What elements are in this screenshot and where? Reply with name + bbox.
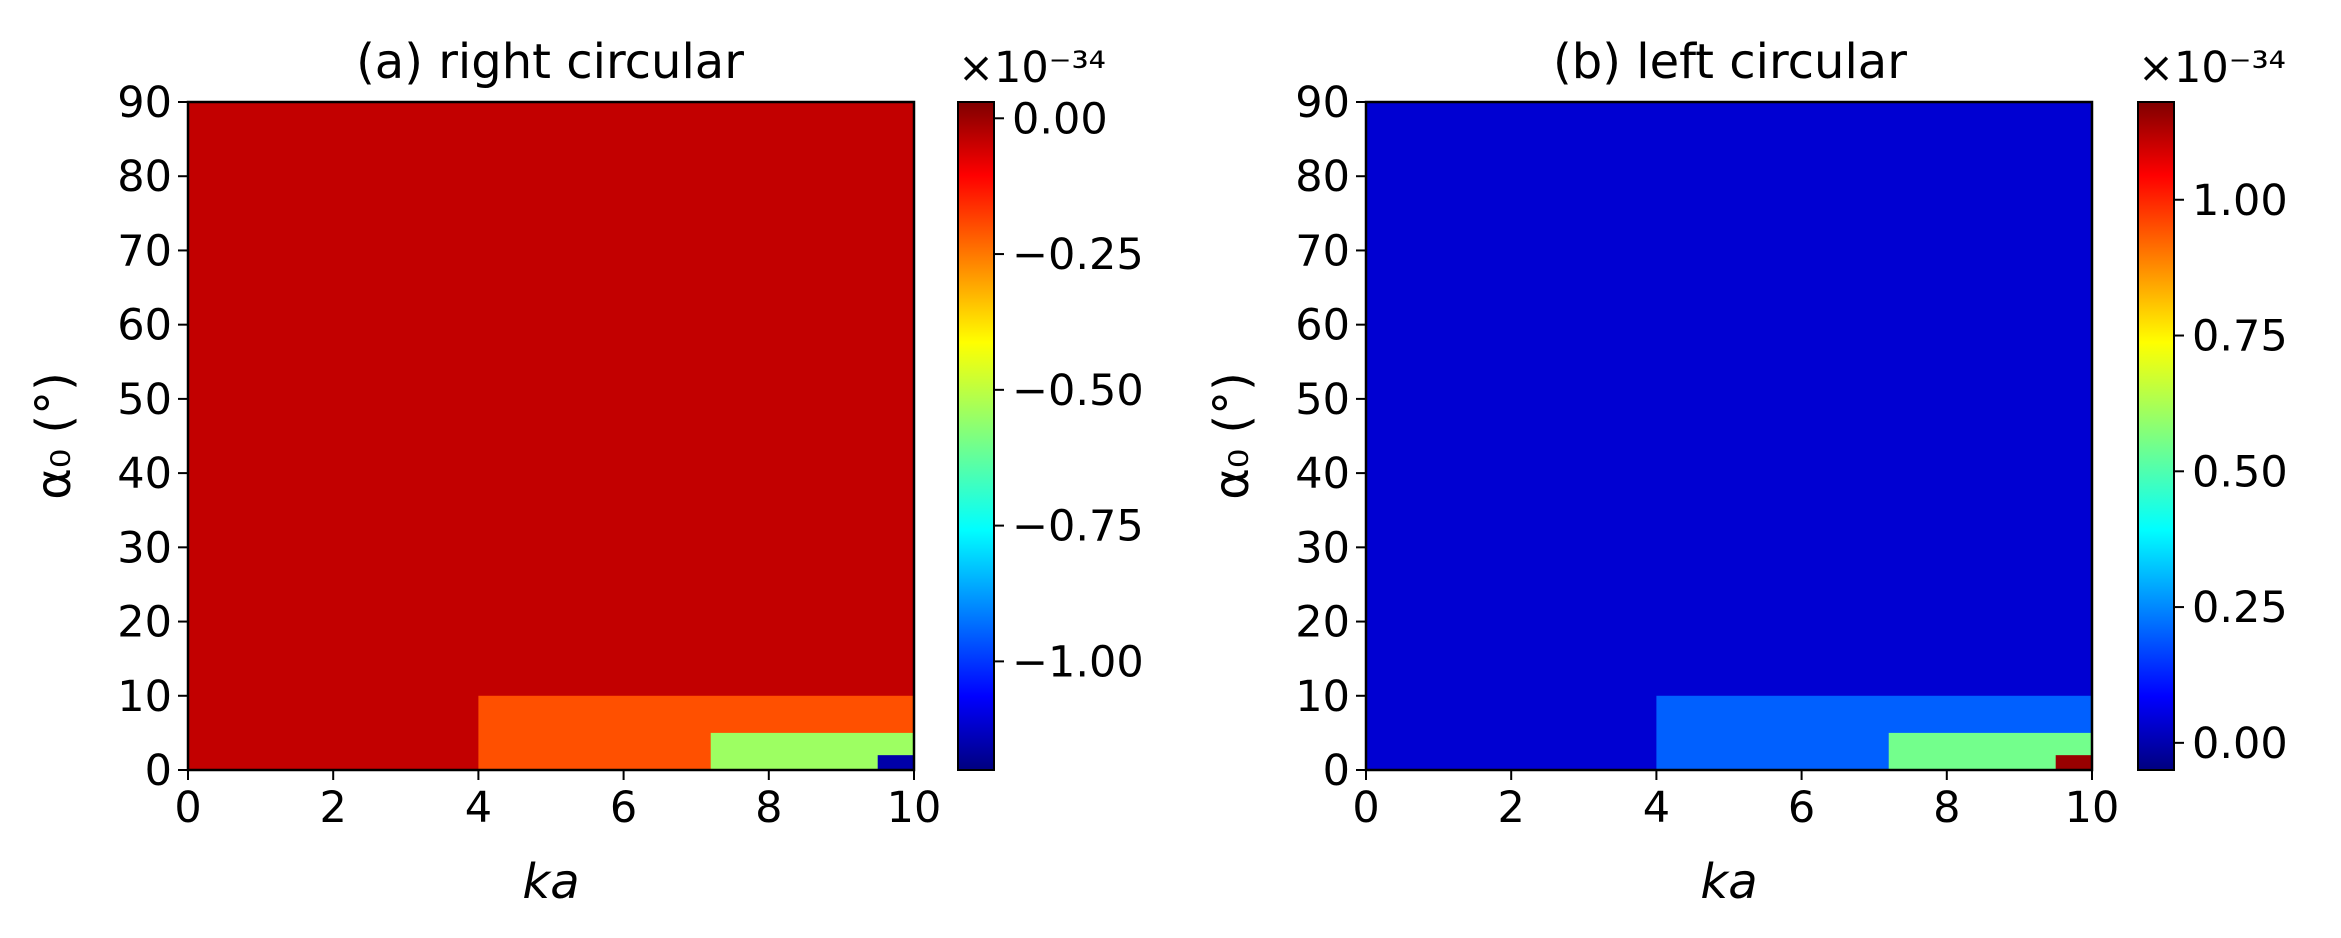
x-tick-label: 2 bbox=[320, 783, 347, 833]
panel-a-colorbar-bar bbox=[957, 101, 995, 771]
panel-a-colorbar: 0.00 −0.25 −0.50 −0.75 −1.00 ×10⁻³⁴ bbox=[957, 43, 1144, 771]
colorbar-tick-label: −1.00 bbox=[1012, 637, 1144, 687]
x-tick-label: 6 bbox=[1788, 783, 1815, 833]
heatmap-region-2 bbox=[877, 755, 914, 770]
y-tick-label: 10 bbox=[117, 672, 172, 722]
y-tick-label: 60 bbox=[117, 301, 172, 351]
y-tick-label: 30 bbox=[1295, 523, 1350, 573]
panel-a-xlabel: ka bbox=[522, 854, 579, 910]
x-tick-label: 4 bbox=[1643, 783, 1670, 833]
x-tick-label: 8 bbox=[1933, 783, 1960, 833]
panel-a-frame bbox=[186, 100, 916, 772]
colorbar-tick-label: −0.75 bbox=[1012, 502, 1144, 552]
y-tick-label: 50 bbox=[117, 375, 172, 425]
panel-b-xlabel: ka bbox=[1700, 854, 1757, 910]
panel-a-title: (a) right circular bbox=[356, 34, 744, 90]
panel-a-ylabel: α₀ (°) bbox=[26, 372, 82, 500]
y-tick-label: 20 bbox=[1295, 598, 1350, 648]
y-tick-label: 0 bbox=[145, 746, 172, 796]
heatmap-background bbox=[1366, 102, 2092, 770]
y-tick-label: 60 bbox=[1295, 301, 1350, 351]
y-tick-label: 40 bbox=[1295, 449, 1350, 499]
y-tick-label: 50 bbox=[1295, 375, 1350, 425]
colorbar-tick-label: 0.00 bbox=[1012, 94, 1108, 144]
panel-b-colorbar-bar bbox=[2137, 101, 2175, 771]
panel-b-heatmap bbox=[1366, 102, 2092, 770]
y-tick-label: 80 bbox=[117, 152, 172, 202]
panel-b-colorbar: 0.00 0.25 0.50 0.75 1.00 ×10⁻³⁴ bbox=[2137, 43, 2288, 771]
y-tick-label: 20 bbox=[117, 598, 172, 648]
x-tick-label: 10 bbox=[2065, 783, 2120, 833]
panel-b-y-ticks: 0 10 20 30 40 50 60 70 80 90 bbox=[1295, 78, 1366, 796]
panel-b-colorbar-ticks: 0.00 0.25 0.50 0.75 1.00 bbox=[2174, 176, 2288, 769]
panel-a-y-ticks: 0 10 20 30 40 50 60 70 80 90 bbox=[117, 78, 188, 796]
heatmap-region-2 bbox=[2055, 755, 2092, 770]
panel-b-title: (b) left circular bbox=[1553, 34, 1907, 90]
panel-a-heatmap bbox=[188, 102, 914, 770]
y-tick-label: 10 bbox=[1295, 672, 1350, 722]
x-tick-label: 6 bbox=[610, 783, 637, 833]
y-tick-label: 90 bbox=[117, 78, 172, 128]
y-tick-label: 30 bbox=[117, 523, 172, 573]
x-tick-label: 8 bbox=[755, 783, 782, 833]
x-tick-label: 0 bbox=[1352, 783, 1379, 833]
panel-a-colorbar-ticks: 0.00 −0.25 −0.50 −0.75 −1.00 bbox=[994, 94, 1144, 687]
panel-a-colorbar-multiplier: ×10⁻³⁴ bbox=[958, 43, 1106, 93]
panel-b: (b) left circular 0 2 4 6 8 10 0 10 20 30 40 50 60 7… bbox=[1204, 34, 2288, 910]
panel-b-x-ticks: 0 2 4 6 8 10 bbox=[1352, 770, 2119, 833]
panel-b-ylabel: α₀ (°) bbox=[1204, 372, 1260, 500]
x-tick-label: 10 bbox=[887, 783, 942, 833]
x-tick-label: 0 bbox=[174, 783, 201, 833]
panel-a: (a) right circular 0 2 4 6 8 10 0 10 20 30 40 50 60… bbox=[26, 34, 1144, 910]
panel-b-colorbar-multiplier: ×10⁻³⁴ bbox=[2138, 43, 2286, 93]
colorbar-tick-label: 1.00 bbox=[2192, 176, 2288, 226]
colorbar-tick-label: −0.50 bbox=[1012, 366, 1144, 416]
y-tick-label: 70 bbox=[117, 226, 172, 276]
y-tick-label: 90 bbox=[1295, 78, 1350, 128]
colorbar-tick-label: −0.25 bbox=[1012, 230, 1144, 280]
panel-b-frame bbox=[1364, 100, 2094, 772]
x-tick-label: 4 bbox=[465, 783, 492, 833]
colorbar-tick-label: 0.00 bbox=[2192, 719, 2288, 769]
heatmap-background bbox=[188, 102, 914, 770]
colorbar-tick-label: 0.50 bbox=[2192, 447, 2288, 497]
x-tick-label: 2 bbox=[1498, 783, 1525, 833]
colorbar-tick-label: 0.25 bbox=[2192, 583, 2288, 633]
y-tick-label: 70 bbox=[1295, 226, 1350, 276]
panel-a-x-ticks: 0 2 4 6 8 10 bbox=[174, 770, 941, 833]
y-tick-label: 80 bbox=[1295, 152, 1350, 202]
y-tick-label: 0 bbox=[1323, 746, 1350, 796]
colorbar-tick-label: 0.75 bbox=[2192, 312, 2288, 362]
y-tick-label: 40 bbox=[117, 449, 172, 499]
